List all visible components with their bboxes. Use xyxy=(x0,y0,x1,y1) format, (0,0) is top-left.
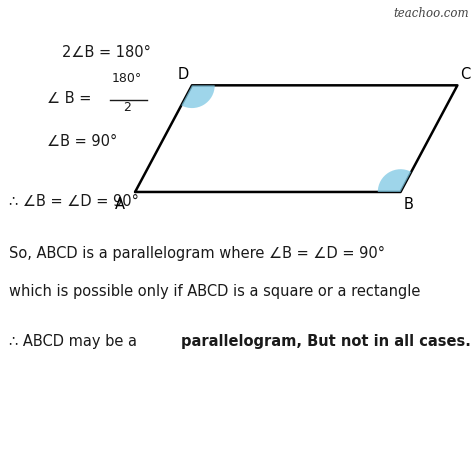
Text: 2∠B = 180°: 2∠B = 180° xyxy=(62,45,151,60)
Text: which is possible only if ABCD is a square or a rectangle: which is possible only if ABCD is a squa… xyxy=(9,284,421,300)
Polygon shape xyxy=(135,85,457,192)
Text: teachoo.com: teachoo.com xyxy=(393,7,469,20)
Text: D: D xyxy=(178,67,189,82)
Text: 180°: 180° xyxy=(111,73,142,85)
Text: A: A xyxy=(115,197,125,212)
Wedge shape xyxy=(378,169,411,192)
Text: ∴ ∠B = ∠D = 90°: ∴ ∠B = ∠D = 90° xyxy=(9,194,139,210)
Text: ∴ ABCD may be a: ∴ ABCD may be a xyxy=(9,334,142,349)
Text: parallelogram, But not in all cases.: parallelogram, But not in all cases. xyxy=(181,334,471,349)
Text: So, ABCD is a parallelogram where ∠B = ∠D = 90°: So, ABCD is a parallelogram where ∠B = ∠… xyxy=(9,246,385,262)
Text: ∠B = 90°: ∠B = 90° xyxy=(47,134,118,149)
Text: ∠ B =: ∠ B = xyxy=(47,91,96,106)
Text: 2: 2 xyxy=(123,101,131,114)
Text: B: B xyxy=(404,197,413,212)
Text: C: C xyxy=(461,67,471,82)
Wedge shape xyxy=(181,85,215,108)
